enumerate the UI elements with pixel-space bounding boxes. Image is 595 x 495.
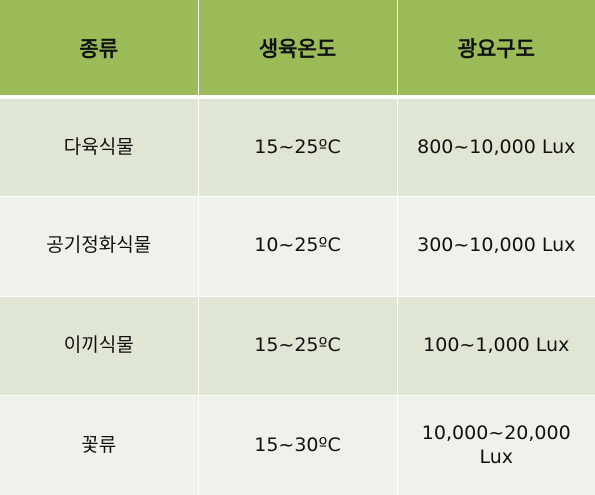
header-type: 종류 bbox=[0, 0, 199, 99]
table-row: 다육식물 15~25ºC 800~10,000 Lux bbox=[0, 97, 595, 197]
table-body: 다육식물 15~25ºC 800~10,000 Lux 공기정화식물 10~25… bbox=[0, 97, 595, 495]
header-light-requirement: 광요구도 bbox=[397, 0, 595, 99]
cell-type: 꽃류 bbox=[0, 395, 199, 495]
cell-temperature: 15~30ºC bbox=[198, 395, 398, 495]
cell-temperature: 10~25ºC bbox=[198, 196, 398, 297]
cell-type: 이끼식물 bbox=[0, 296, 199, 396]
table-header: 종류 생육온도 광요구도 bbox=[0, 0, 595, 99]
table-row: 이끼식물 15~25ºC 100~1,000 Lux bbox=[0, 296, 595, 396]
table-row: 꽃류 15~30ºC 10,000~20,000 Lux bbox=[0, 395, 595, 495]
cell-light: 100~1,000 Lux bbox=[397, 296, 595, 396]
cell-type: 공기정화식물 bbox=[0, 196, 199, 297]
cell-type: 다육식물 bbox=[0, 97, 199, 197]
cell-light: 800~10,000 Lux bbox=[397, 97, 595, 197]
cell-light: 300~10,000 Lux bbox=[397, 196, 595, 297]
header-growth-temperature: 생육온도 bbox=[198, 0, 398, 99]
cell-temperature: 15~25ºC bbox=[198, 296, 398, 396]
cell-temperature: 15~25ºC bbox=[198, 97, 398, 197]
header-row: 종류 생육온도 광요구도 bbox=[0, 0, 595, 99]
table-row: 공기정화식물 10~25ºC 300~10,000 Lux bbox=[0, 196, 595, 297]
cell-light: 10,000~20,000 Lux bbox=[397, 395, 595, 495]
